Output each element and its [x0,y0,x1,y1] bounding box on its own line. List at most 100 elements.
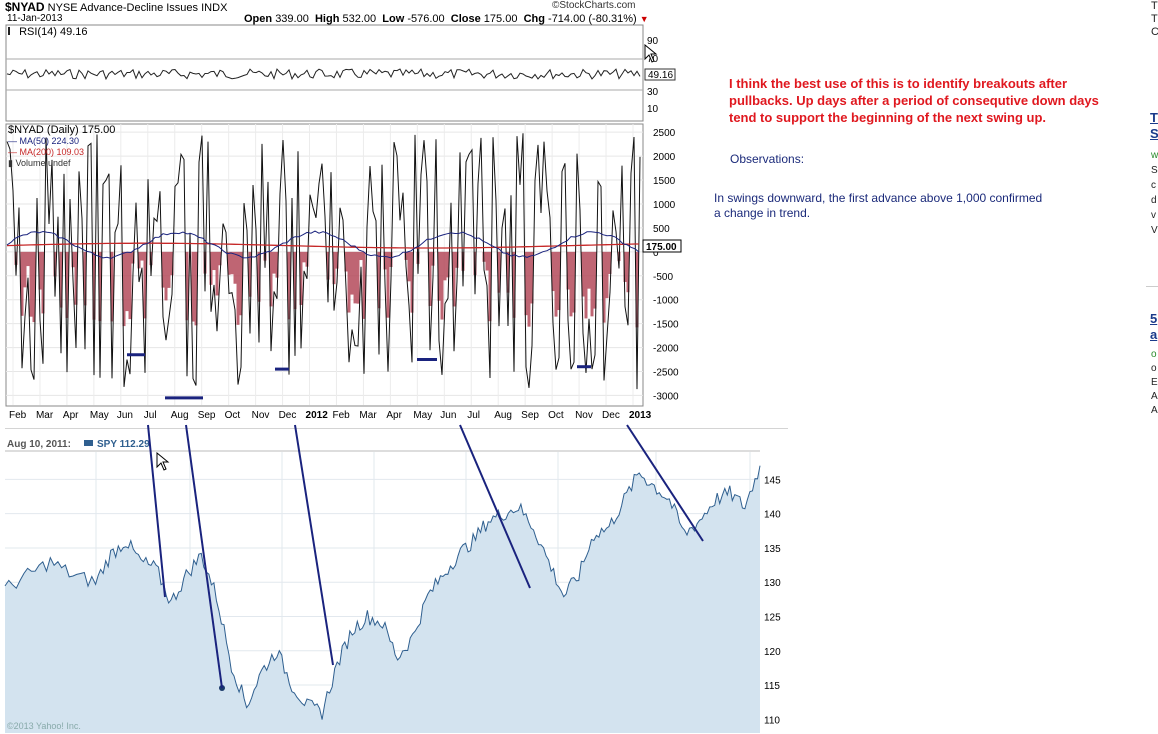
spy-panel: 110 115 120 125 130 135 140 145 Aug 10, 2011: S… [4,428,788,733]
high-value: 532.00 [342,13,377,25]
nyad-down-bar [443,251,447,281]
nyad-down-bar [83,251,87,306]
nyad-down-bar [386,251,390,318]
nyad-x-tick: Aug [171,410,189,421]
nyad-down-bar [623,251,627,282]
nyad-x-tick: Nov [252,410,270,421]
trendline-5 [626,424,704,542]
nyad-x-tick: Nov [575,410,593,421]
rsi-line [6,68,641,81]
nyad-down-bar [566,251,570,290]
nyad-down-bar [218,251,222,266]
spy-y-ticks: 110 115 120 125 130 135 140 145 [764,475,781,726]
nyad-y-tick: 0 [653,248,659,259]
nyad-down-bar [170,251,174,276]
nyad-down-bar [92,251,96,320]
low-label: Low [382,13,405,25]
nyad-y-ticks: -3000 -2500 -2000 -1500 -1000 -500 0 500 1000 150… [653,128,679,402]
rsi-value-tag [644,68,676,81]
mouse-cursor-icon [156,452,170,471]
nyad-down-bar [194,251,198,326]
chart-date: 11-Jan-2013 [7,13,63,24]
rsi-tick-30: 30 [647,87,659,98]
nyad-x-tick: Oct [548,410,564,421]
nyad-down-bar [332,251,336,285]
right-edge-link-2[interactable]: 5 a [1150,311,1158,342]
nyad-x-ticks: Feb Mar Apr May Jun Jul Aug Sep Oct Nov Dec 2012 Feb… [9,410,652,421]
nyad-down-bar [212,251,216,271]
nyad-down-bar [302,251,306,263]
symbol-name: NYSE Advance-Decline Issues [47,2,199,14]
nyad-down-bar [383,251,387,270]
nyad-down-bar [128,251,132,320]
nyad-down-bar [71,251,75,268]
observations-heading: Observations: [730,152,805,166]
swing-low-markers [127,353,591,400]
rsi-tick-90: 90 [647,36,659,47]
nyad-x-tick: Jun [117,410,133,421]
nyad-down-bar [527,251,531,327]
nyad-down-bar [446,251,450,278]
nyad-down-bar [428,251,432,306]
nyad-line [6,133,641,390]
chart-header: $NYAD NYSE Advance-Decline Issues INDX [5,0,227,14]
nyad-down-bar [410,251,414,313]
nyad-down-bar [161,251,165,288]
open-label: Open [244,13,273,25]
spy-y-tick: 135 [764,544,781,555]
nyad-y-tick: 1500 [653,176,676,187]
analysis-note: I think the best use of this is to ident… [729,76,1099,125]
nyad-legend: $NYAD (Daily) 175.00 — MA(50) 224.30 — M… [8,125,115,169]
nyad-down-bar [149,251,153,266]
spy-legend-swatch [84,440,93,446]
ma50-line [6,230,640,259]
nyad-x-tick: 2012 [306,410,329,421]
nyad-value-tag [642,239,682,253]
nyad-x-tick: Oct [225,410,241,421]
spy-y-tick: 130 [764,578,781,589]
nyad-down-bar [626,251,630,293]
nyad-down-bar [608,251,612,274]
nyad-down-bar [551,251,555,292]
nyad-down-bar [305,251,309,267]
nyad-down-bar [140,251,144,261]
nyad-down-bar [356,251,360,304]
spy-y-tick: 110 [764,715,780,726]
trendline-3 [294,424,334,666]
nyad-down-bar [23,251,27,288]
nyad-down-bar [347,251,351,313]
nyad-down-bar [248,251,252,297]
nyad-down-bar [590,251,594,317]
nyad-down-bar [602,251,606,323]
nyad-down-bar [41,251,45,314]
nyad-y-tick: -2000 [653,344,679,355]
rsi-legend: RSI(14) 49.16 [8,26,88,38]
nyad-down-bar [38,251,42,290]
right-edge-link-1[interactable]: T S [1150,110,1158,141]
nyad-down-bar [437,251,441,301]
nyad-down-bar [65,251,69,318]
nyad-down-bar [167,251,171,288]
nyad-down-bar [59,251,63,308]
spy-series-label: SPY 112.29 [97,439,150,450]
high-label: High [314,13,340,25]
nyad-down-bar [485,251,489,271]
rsi-legend-icon [8,27,16,35]
nyad-down-bar [239,251,243,316]
nyad-down-bar [26,251,30,267]
nyad-x-tick: Jul [144,410,157,421]
nyad-down-bar [344,251,348,272]
nyad-down-bar [362,251,366,319]
nyad-down-bar [335,251,339,269]
nyad-down-bar [554,251,558,317]
nyad-down-bar [122,251,126,327]
nyad-down-bar [131,251,135,264]
rsi-panel: 90 70 30 10 49.16 [5,24,676,122]
rsi-tick-10: 10 [647,104,659,115]
nyad-down-fill [14,251,639,328]
nyad-down-bar [635,251,639,328]
nyad-y-tick: 1000 [653,200,676,211]
trendline-1 [147,424,166,598]
spy-y-tick: 120 [764,647,781,658]
close-label: Close [450,13,481,25]
